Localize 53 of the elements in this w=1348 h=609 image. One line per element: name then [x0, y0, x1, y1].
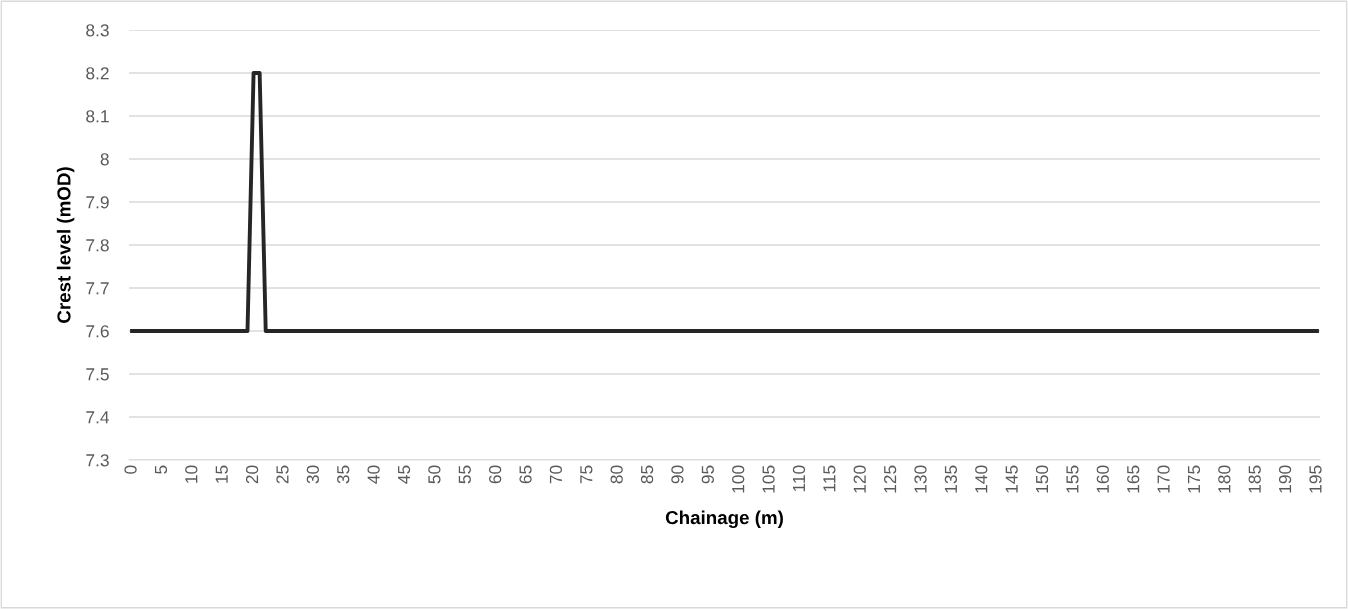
x-tick-label: 80 — [610, 465, 623, 484]
x-tick-label: 105 — [762, 465, 775, 493]
x-tick-label: 70 — [549, 465, 563, 484]
x-tick-label: 155 — [1066, 465, 1079, 493]
x-tick-label: 55 — [458, 465, 471, 484]
x-tick-label: 90 — [671, 465, 684, 484]
x-tick-label: 95 — [701, 465, 714, 484]
y-tick-label: 7.7 — [86, 282, 109, 295]
x-tick-label: 170 — [1157, 465, 1170, 493]
x-tick-label: 45 — [398, 465, 411, 484]
y-tick-label: 8.2 — [86, 67, 109, 80]
y-tick-label: 7.4 — [86, 411, 110, 424]
x-tick-label: 5 — [154, 465, 168, 474]
x-tick-label: 115 — [823, 465, 836, 492]
y-tick-label: 7.8 — [86, 239, 109, 252]
x-tick-label: 135 — [944, 465, 958, 493]
x-tick-label: 75 — [580, 465, 593, 484]
x-tick-label: 145 — [1005, 465, 1018, 493]
y-tick-label: 7.6 — [86, 325, 109, 338]
x-tick-label: 100 — [732, 465, 745, 493]
x-tick-label: 160 — [1096, 465, 1109, 493]
x-tick-label: 140 — [975, 465, 988, 493]
x-tick-label: 175 — [1187, 465, 1201, 493]
x-tick-label: 150 — [1035, 465, 1049, 493]
x-tick-label: 125 — [883, 465, 897, 493]
x-tick-label: 130 — [914, 465, 927, 493]
y-tick-label: 7.5 — [86, 368, 109, 381]
x-axis-title: Chainage (m) — [665, 510, 783, 529]
x-tick-label: 190 — [1278, 465, 1292, 493]
y-tick-label: 8.3 — [86, 24, 109, 37]
x-tick-label: 25 — [276, 465, 289, 484]
x-tick-label: 165 — [1127, 465, 1140, 493]
x-tick-label: 40 — [367, 465, 380, 484]
x-tick-label: 30 — [306, 465, 319, 484]
y-tick-label: 8.1 — [86, 110, 109, 123]
x-tick-label: 15 — [215, 465, 228, 483]
x-tick-label: 180 — [1218, 465, 1231, 493]
y-axis-title: Crest level (mOD) — [56, 167, 75, 323]
x-tick-label: 0 — [124, 465, 137, 474]
x-tick-label: 60 — [489, 465, 502, 484]
x-tick-label: 110 — [792, 465, 806, 492]
x-tick-label: 185 — [1248, 465, 1261, 493]
x-tick-label: 35 — [337, 465, 350, 484]
x-tick-label: 50 — [428, 465, 441, 484]
x-tick-label: 85 — [640, 465, 654, 484]
x-tick-label: 195 — [1309, 465, 1322, 493]
y-tick-label: 7.3 — [86, 454, 109, 467]
x-tick-label: 65 — [519, 465, 532, 484]
x-tick-label: 10 — [185, 465, 198, 483]
y-tick-label: 7.9 — [86, 196, 109, 209]
y-tick-label: 8 — [100, 153, 109, 166]
x-tick-label: 20 — [245, 465, 259, 484]
x-tick-label: 120 — [853, 465, 866, 493]
